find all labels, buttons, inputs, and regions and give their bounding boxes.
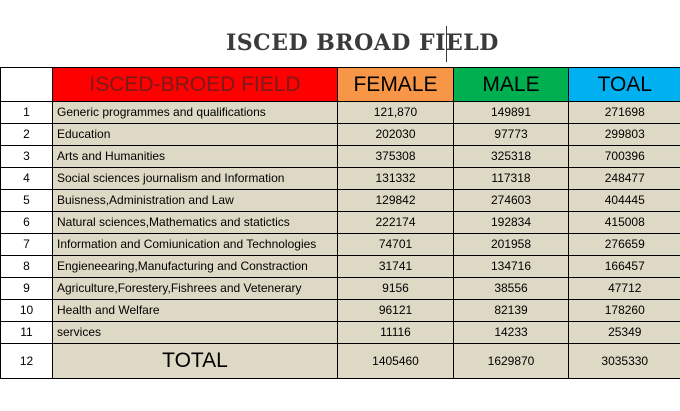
male-value-cell[interactable]: 97773: [453, 123, 569, 146]
table-row: 5 Buisness,Administration and Law 129842 27…: [0, 189, 680, 212]
female-value-cell[interactable]: 131332: [337, 167, 454, 190]
total-value-cell[interactable]: 299803: [568, 123, 680, 146]
male-value-cell[interactable]: 82139: [453, 299, 569, 322]
header-male[interactable]: MALE: [453, 67, 569, 102]
total-value-cell[interactable]: 415008: [568, 211, 680, 234]
total-value-cell[interactable]: 25349: [568, 321, 680, 344]
male-value-cell[interactable]: 149891: [453, 101, 569, 124]
total-value-cell[interactable]: 166457: [568, 255, 680, 278]
female-value-cell[interactable]: 11116: [337, 321, 454, 344]
header-field[interactable]: ISCED-BROED FIELD: [52, 67, 338, 102]
female-value-cell[interactable]: 74701: [337, 233, 454, 256]
row-number-cell[interactable]: 1: [0, 101, 53, 124]
total-value-cell[interactable]: 178260: [568, 299, 680, 322]
field-name-cell[interactable]: Social sciences journalism and Informati…: [52, 167, 338, 190]
field-name-cell[interactable]: Engieneearing,Manufacturing and Constrac…: [52, 255, 338, 278]
row-number-cell[interactable]: 3: [0, 145, 53, 168]
field-name-cell[interactable]: Arts and Humanities: [52, 145, 338, 168]
female-value-cell[interactable]: 121,870: [337, 101, 454, 124]
male-value-cell[interactable]: 201958: [453, 233, 569, 256]
field-name-cell[interactable]: TOTAL: [52, 343, 338, 379]
table-row: 4 Social sciences journalism and Informat…: [0, 167, 680, 190]
field-name-cell[interactable]: Agriculture,Forestery,Fishrees and Veten…: [52, 277, 338, 300]
table-row: 7 Information and Comiunication and Techn…: [0, 233, 680, 256]
total-value-cell[interactable]: 700396: [568, 145, 680, 168]
table-row: 1 Generic programmes and qualifications 12…: [0, 101, 680, 124]
female-value-cell[interactable]: 375308: [337, 145, 454, 168]
row-number-cell[interactable]: 5: [0, 189, 53, 212]
table-row: 11 services 11116 14233 25349: [0, 321, 680, 344]
row-number-cell[interactable]: 4: [0, 167, 53, 190]
total-value-cell[interactable]: 276659: [568, 233, 680, 256]
row-number-cell[interactable]: 11: [0, 321, 53, 344]
table-row: 8 Engieneearing,Manufacturing and Constra…: [0, 255, 680, 278]
total-value-cell[interactable]: 248477: [568, 167, 680, 190]
table-row: 3 Arts and Humanities 375308 325318 700396: [0, 145, 680, 168]
text-cursor: [446, 26, 447, 62]
female-value-cell[interactable]: 1405460: [337, 343, 454, 379]
male-value-cell[interactable]: 14233: [453, 321, 569, 344]
table-row: 10 Health and Welfare 96121 82139 178260: [0, 299, 680, 322]
header-index-cell[interactable]: [0, 67, 53, 102]
field-name-cell[interactable]: Natural sciences,Mathematics and statict…: [52, 211, 338, 234]
row-number-cell[interactable]: 2: [0, 123, 53, 146]
isced-table: ISCED-BROED FIELD FEMALE MALE TOAL 1 Gene…: [0, 67, 680, 379]
total-value-cell[interactable]: 404445: [568, 189, 680, 212]
field-name-cell[interactable]: Buisness,Administration and Law: [52, 189, 338, 212]
field-name-cell[interactable]: Information and Comiunication and Techno…: [52, 233, 338, 256]
row-number-cell[interactable]: 9: [0, 277, 53, 300]
field-name-cell[interactable]: Education: [52, 123, 338, 146]
table-row: 6 Natural sciences,Mathematics and static…: [0, 211, 680, 234]
sheet-title: ISCED BROAD FIELD: [226, 30, 499, 56]
male-value-cell[interactable]: 325318: [453, 145, 569, 168]
row-number-cell[interactable]: 7: [0, 233, 53, 256]
female-value-cell[interactable]: 222174: [337, 211, 454, 234]
total-value-cell[interactable]: 271698: [568, 101, 680, 124]
field-name-cell[interactable]: services: [52, 321, 338, 344]
male-value-cell[interactable]: 192834: [453, 211, 569, 234]
header-total[interactable]: TOAL: [568, 67, 680, 102]
table-row: 9 Agriculture,Forestery,Fishrees and Vete…: [0, 277, 680, 300]
header-row: ISCED-BROED FIELD FEMALE MALE TOAL: [0, 67, 680, 102]
row-number-cell[interactable]: 8: [0, 255, 53, 278]
female-value-cell[interactable]: 31741: [337, 255, 454, 278]
male-value-cell[interactable]: 38556: [453, 277, 569, 300]
row-number-cell[interactable]: 12: [0, 343, 53, 379]
female-value-cell[interactable]: 129842: [337, 189, 454, 212]
female-value-cell[interactable]: 9156: [337, 277, 454, 300]
field-name-cell[interactable]: Generic programmes and qualifications: [52, 101, 338, 124]
table-row: 2 Education 202030 97773 299803: [0, 123, 680, 146]
male-value-cell[interactable]: 117318: [453, 167, 569, 190]
female-value-cell[interactable]: 202030: [337, 123, 454, 146]
female-value-cell[interactable]: 96121: [337, 299, 454, 322]
row-number-cell[interactable]: 6: [0, 211, 53, 234]
field-name-cell[interactable]: Health and Welfare: [52, 299, 338, 322]
row-number-cell[interactable]: 10: [0, 299, 53, 322]
table-row: 12 TOTAL 1405460 1629870 3035330: [0, 343, 680, 379]
male-value-cell[interactable]: 1629870: [453, 343, 569, 379]
table-body: 1 Generic programmes and qualifications 12…: [0, 101, 680, 379]
total-value-cell[interactable]: 3035330: [568, 343, 680, 379]
male-value-cell[interactable]: 134716: [453, 255, 569, 278]
total-value-cell[interactable]: 47712: [568, 277, 680, 300]
header-female[interactable]: FEMALE: [337, 67, 454, 102]
male-value-cell[interactable]: 274603: [453, 189, 569, 212]
